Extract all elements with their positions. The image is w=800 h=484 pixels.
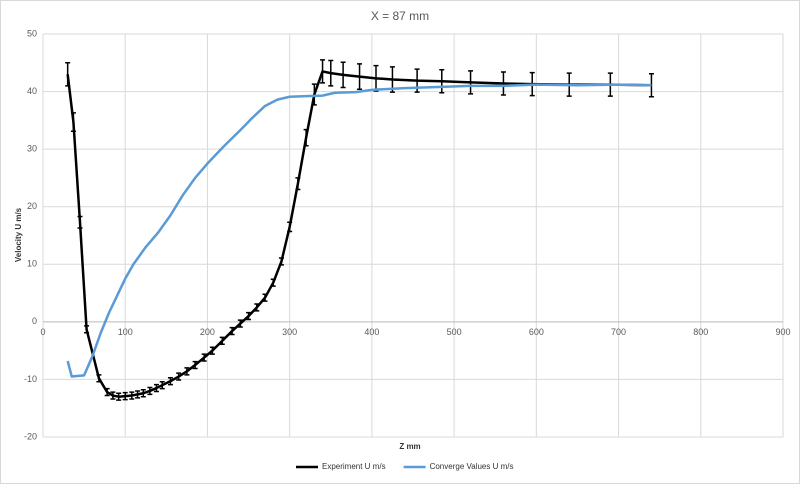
x-tick-label: 500 [447,327,462,337]
error-bar [439,68,445,94]
error-bar [135,390,141,399]
x-tick-label: 100 [118,327,133,337]
x-tick-label: 600 [529,327,544,337]
error-bar [122,391,128,401]
series-line [66,83,652,378]
error-bar [159,380,165,390]
error-bar [184,367,190,376]
x-tick-label: 200 [200,327,215,337]
x-tick-label: 700 [611,327,626,337]
error-bar [500,71,506,96]
legend-label: Converge Values U m/s [430,462,514,471]
error-bar [96,374,102,383]
error-bar [110,391,116,400]
error-bar [373,64,379,92]
error-bar [116,392,122,401]
error-bar [237,319,243,328]
error-bar [176,372,182,381]
error-bar [153,383,159,393]
y-axis-title: Velocity U m/s [14,207,23,262]
error-bar [104,387,110,397]
y-tick-label: 40 [27,86,37,96]
error-bar [468,70,474,95]
error-bar [77,215,83,229]
error-bar [287,221,293,233]
error-bar [209,346,215,355]
y-tick-label: 20 [27,201,37,211]
y-tick-label: 50 [27,28,37,38]
error-bar [278,257,284,266]
error-bar [311,83,317,106]
error-bar [340,61,346,89]
error-bar [84,325,90,334]
error-bar [65,62,71,87]
error-bar [254,303,260,312]
error-bar [70,112,76,133]
y-tick-label: 10 [27,259,37,269]
error-bar [270,278,276,287]
error-bar [219,336,225,346]
x-tick-label: 400 [364,327,379,337]
error-bar [201,353,207,362]
error-bar [246,311,252,321]
y-tick-label: 0 [32,316,37,326]
y-tick-label: -10 [24,374,37,384]
error-bar [129,391,135,400]
error-bar [320,59,326,84]
x-tick-label: 300 [282,327,297,337]
x-axis-title: Z mm [399,442,420,451]
error-bar [357,63,363,91]
error-bar [229,326,235,336]
legend-label: Experiment U m/s [322,462,386,471]
error-bar [328,59,334,87]
error-bar [262,293,268,302]
y-tick-label: -20 [24,431,37,441]
error-bar [303,128,309,147]
chart-title: X = 87 mm [371,9,429,23]
error-bar [192,360,198,370]
x-tick-label: 800 [693,327,708,337]
error-bar [167,376,173,386]
error-bar [147,386,153,396]
error-bar [140,389,146,398]
error-bar [295,177,301,191]
x-tick-label: 0 [40,327,45,337]
x-tick-label: 900 [775,327,790,337]
y-tick-label: 30 [27,144,37,154]
